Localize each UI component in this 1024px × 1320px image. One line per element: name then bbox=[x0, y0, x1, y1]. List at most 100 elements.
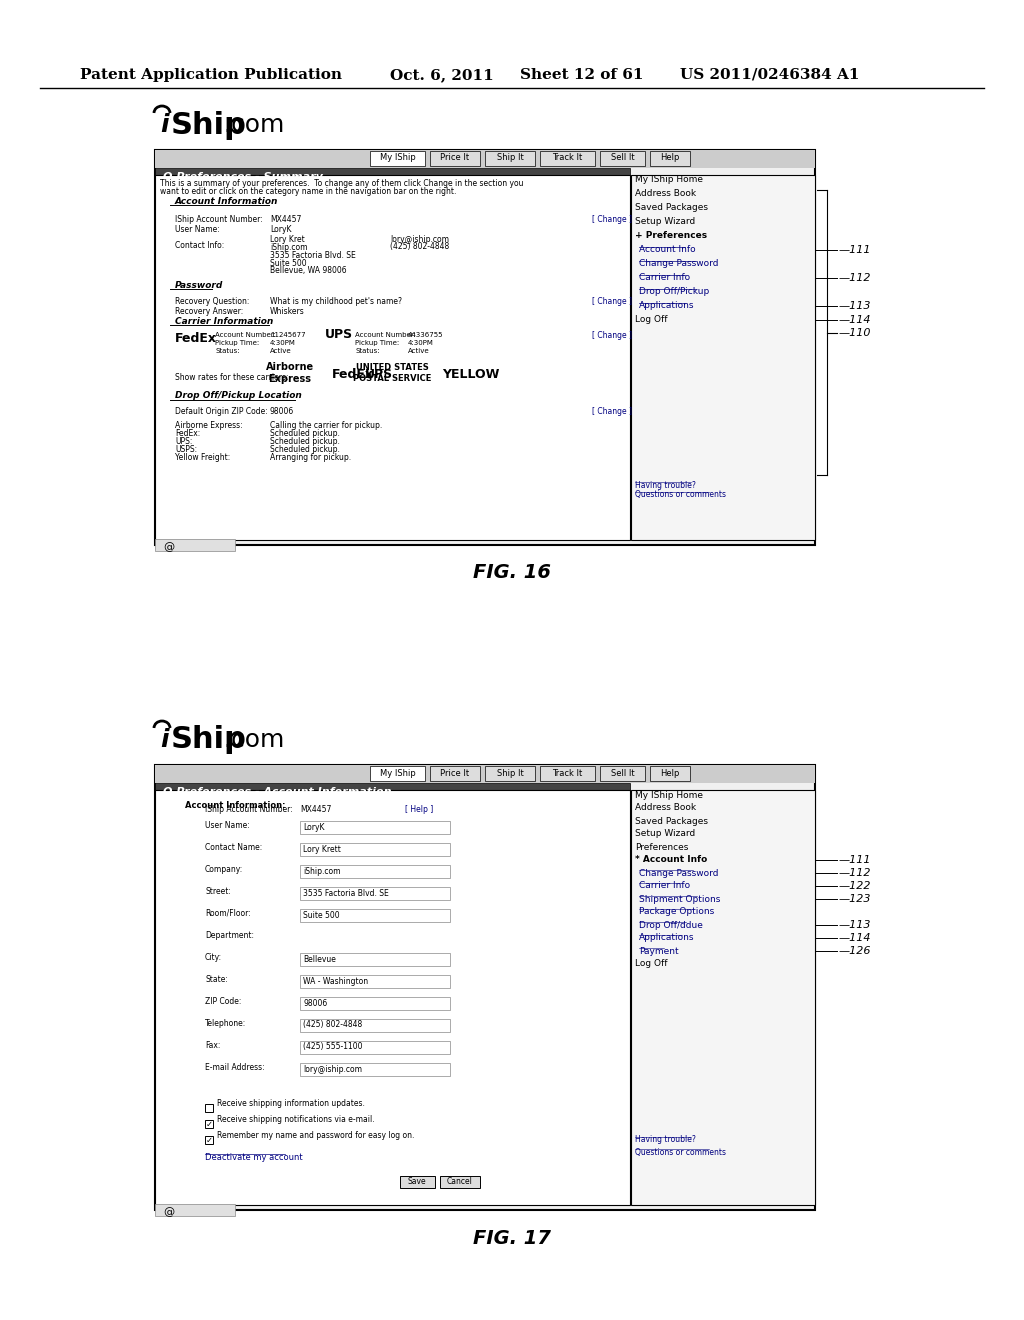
Text: Carrier Information: Carrier Information bbox=[175, 317, 273, 326]
Text: Package Options: Package Options bbox=[639, 908, 715, 916]
Text: [ Change ]: [ Change ] bbox=[592, 330, 632, 339]
Text: Setup Wizard: Setup Wizard bbox=[635, 218, 695, 227]
Text: 98006: 98006 bbox=[270, 408, 294, 417]
Text: .com: .com bbox=[223, 729, 285, 752]
FancyBboxPatch shape bbox=[205, 1137, 213, 1144]
Text: Payment: Payment bbox=[639, 946, 679, 956]
Text: My IShip Home: My IShip Home bbox=[635, 791, 703, 800]
Text: Carrier Info: Carrier Info bbox=[639, 273, 690, 282]
FancyBboxPatch shape bbox=[600, 150, 645, 166]
Text: —112: —112 bbox=[839, 273, 871, 282]
Text: O Preferences - Summary: O Preferences - Summary bbox=[163, 172, 323, 182]
Text: Patent Application Publication: Patent Application Publication bbox=[80, 69, 342, 82]
Text: Account Info: Account Info bbox=[639, 246, 696, 255]
Text: Fax:: Fax: bbox=[205, 1040, 220, 1049]
FancyBboxPatch shape bbox=[205, 1104, 213, 1111]
Text: Yellow Freight:: Yellow Freight: bbox=[175, 453, 230, 462]
Text: Calling the carrier for pickup.: Calling the carrier for pickup. bbox=[270, 421, 382, 429]
FancyBboxPatch shape bbox=[300, 953, 450, 966]
Text: UPS: UPS bbox=[365, 368, 393, 381]
Text: Change Password: Change Password bbox=[639, 869, 719, 878]
Text: 11245677: 11245677 bbox=[270, 333, 305, 338]
Text: Drop Off/Pickup: Drop Off/Pickup bbox=[639, 288, 710, 297]
FancyBboxPatch shape bbox=[155, 766, 815, 1210]
Text: Having trouble?: Having trouble? bbox=[635, 480, 696, 490]
Text: [ Help ]: [ Help ] bbox=[406, 805, 433, 814]
Text: Price It: Price It bbox=[440, 153, 470, 162]
Text: i: i bbox=[160, 729, 169, 752]
Text: Street:: Street: bbox=[205, 887, 230, 895]
Text: Pickup Time:: Pickup Time: bbox=[355, 341, 399, 346]
Text: City:: City: bbox=[205, 953, 222, 961]
Text: Sell It: Sell It bbox=[610, 153, 634, 162]
Text: Help: Help bbox=[660, 153, 680, 162]
Text: .com: .com bbox=[223, 114, 285, 137]
Text: Recovery Answer:: Recovery Answer: bbox=[175, 306, 244, 315]
Text: USPS:: USPS: bbox=[175, 445, 198, 454]
Text: Password: Password bbox=[175, 281, 223, 289]
Text: MX4457: MX4457 bbox=[270, 214, 301, 223]
Text: @: @ bbox=[163, 543, 174, 552]
Text: Bellevue: Bellevue bbox=[303, 954, 336, 964]
Text: want to edit or click on the category name in the navigation bar on the right.: want to edit or click on the category na… bbox=[160, 186, 457, 195]
Text: Whiskers: Whiskers bbox=[270, 306, 305, 315]
FancyBboxPatch shape bbox=[300, 975, 450, 987]
FancyBboxPatch shape bbox=[485, 766, 535, 781]
Text: 3535 Factoria Blvd. SE: 3535 Factoria Blvd. SE bbox=[303, 888, 389, 898]
Text: Address Book: Address Book bbox=[635, 190, 696, 198]
Text: —113: —113 bbox=[839, 920, 871, 931]
Text: Log Off: Log Off bbox=[635, 315, 668, 325]
Text: My IShip: My IShip bbox=[380, 768, 416, 777]
Text: 3535 Factoria Blvd. SE: 3535 Factoria Blvd. SE bbox=[270, 251, 355, 260]
Text: Recovery Question:: Recovery Question: bbox=[175, 297, 250, 305]
Text: —122: —122 bbox=[839, 880, 871, 891]
Text: Company:: Company: bbox=[205, 865, 244, 874]
Text: (425) 802-4848: (425) 802-4848 bbox=[390, 243, 450, 252]
Text: Contact Name:: Contact Name: bbox=[205, 842, 262, 851]
Text: Account Number:: Account Number: bbox=[215, 333, 275, 338]
Text: Suite 500: Suite 500 bbox=[303, 911, 340, 920]
Text: IShip Account Number:: IShip Account Number: bbox=[175, 214, 263, 223]
Text: Default Origin ZIP Code:: Default Origin ZIP Code: bbox=[175, 408, 267, 417]
FancyBboxPatch shape bbox=[430, 766, 480, 781]
FancyBboxPatch shape bbox=[600, 766, 645, 781]
Text: Airborne Express:: Airborne Express: bbox=[175, 421, 243, 429]
Text: User Name:: User Name: bbox=[205, 821, 250, 829]
FancyBboxPatch shape bbox=[155, 783, 630, 801]
Text: —114: —114 bbox=[839, 933, 871, 942]
Text: What is my childhood pet's name?: What is my childhood pet's name? bbox=[270, 297, 402, 305]
Text: Receive shipping information updates.: Receive shipping information updates. bbox=[217, 1100, 365, 1109]
Text: Bellevue, WA 98006: Bellevue, WA 98006 bbox=[270, 267, 347, 276]
FancyBboxPatch shape bbox=[155, 539, 234, 550]
Text: Arranging for pickup.: Arranging for pickup. bbox=[270, 453, 351, 462]
Text: Account Number:: Account Number: bbox=[355, 333, 416, 338]
Text: Room/Floor:: Room/Floor: bbox=[205, 908, 251, 917]
Text: Change Password: Change Password bbox=[639, 260, 719, 268]
Text: Ship It: Ship It bbox=[497, 768, 523, 777]
Text: Sheet 12 of 61: Sheet 12 of 61 bbox=[520, 69, 643, 82]
Text: [ Change ]: [ Change ] bbox=[592, 297, 632, 305]
Text: Receive shipping notifications via e-mail.: Receive shipping notifications via e-mai… bbox=[217, 1115, 375, 1125]
FancyBboxPatch shape bbox=[540, 150, 595, 166]
Text: US 2011/0246384 A1: US 2011/0246384 A1 bbox=[680, 69, 859, 82]
Text: Drop Off/ddue: Drop Off/ddue bbox=[639, 920, 703, 929]
Text: Suite 500: Suite 500 bbox=[270, 259, 306, 268]
FancyBboxPatch shape bbox=[540, 766, 595, 781]
Text: FedEx:: FedEx: bbox=[175, 429, 201, 437]
Text: (425) 802-4848: (425) 802-4848 bbox=[303, 1020, 362, 1030]
Text: State:: State: bbox=[205, 974, 228, 983]
Text: Deactivate my account: Deactivate my account bbox=[205, 1152, 303, 1162]
Text: Applications: Applications bbox=[639, 933, 694, 942]
Text: Airborne
Express: Airborne Express bbox=[266, 362, 314, 384]
Text: ✓: ✓ bbox=[206, 1119, 213, 1129]
Text: Help: Help bbox=[660, 768, 680, 777]
Text: Preferences: Preferences bbox=[635, 842, 688, 851]
Text: Drop Off/Pickup Location: Drop Off/Pickup Location bbox=[175, 392, 302, 400]
Text: WA - Washington: WA - Washington bbox=[303, 977, 368, 986]
Text: Applications: Applications bbox=[639, 301, 694, 310]
FancyBboxPatch shape bbox=[631, 176, 815, 540]
FancyBboxPatch shape bbox=[155, 1204, 234, 1216]
Text: Carrier Info: Carrier Info bbox=[639, 882, 690, 891]
Text: Cancel: Cancel bbox=[447, 1177, 473, 1187]
Text: UPS:: UPS: bbox=[175, 437, 193, 446]
